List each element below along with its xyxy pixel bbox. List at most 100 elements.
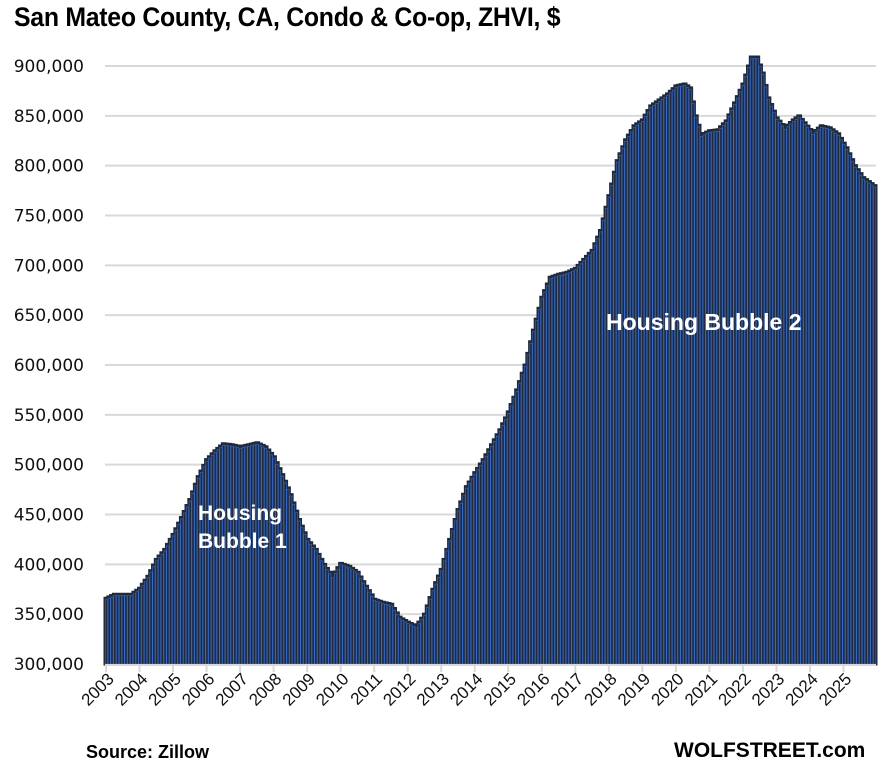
x-tick-label: 2017 (547, 669, 587, 709)
bar (149, 571, 153, 665)
bar (699, 135, 703, 665)
bar (498, 430, 502, 665)
y-tick-label: 900,000 (14, 57, 84, 77)
bar (861, 178, 865, 665)
x-tick-label: 2005 (145, 669, 185, 709)
bar (786, 126, 790, 665)
bar (286, 489, 290, 665)
bar (194, 485, 198, 665)
bar (493, 440, 497, 665)
bar (135, 591, 139, 665)
bar (549, 278, 553, 665)
bar (602, 220, 606, 665)
bar (258, 445, 262, 665)
bar (736, 97, 740, 665)
bar (403, 621, 407, 665)
bar (389, 605, 393, 665)
bar (535, 320, 539, 665)
bar (834, 132, 837, 665)
y-tick-label: 400,000 (14, 555, 84, 575)
bar (445, 550, 449, 665)
bar (543, 291, 547, 665)
bar (350, 569, 354, 665)
bar (604, 208, 608, 665)
brand-watermark: WOLFSTREET.com (674, 739, 866, 762)
x-tick-label: 2009 (279, 669, 319, 709)
bar (811, 133, 815, 665)
bar (563, 274, 566, 665)
x-tick-label: 2016 (513, 669, 553, 709)
bar (345, 566, 349, 665)
bar (104, 599, 108, 665)
bar (582, 260, 586, 665)
bar (828, 128, 832, 665)
bar (630, 131, 634, 665)
bar (462, 495, 466, 665)
bar (320, 560, 323, 665)
bar (817, 129, 821, 665)
bar (124, 595, 128, 665)
bar (753, 58, 756, 665)
bar (658, 101, 661, 665)
bar (205, 460, 209, 665)
bar (311, 547, 315, 665)
bar (303, 533, 307, 665)
bar (353, 571, 357, 665)
bar (138, 589, 142, 665)
bar (171, 535, 175, 665)
x-tick-label: 2010 (312, 669, 352, 709)
bar (554, 276, 558, 665)
bar (188, 500, 192, 665)
bar (384, 604, 388, 665)
bar (685, 87, 689, 665)
bar (431, 590, 435, 665)
bar (451, 530, 455, 665)
annotations: Housing Bubble 1 Housing Bubble 2 (198, 309, 802, 553)
bar (473, 473, 477, 665)
bar (261, 446, 265, 665)
bar (272, 457, 276, 665)
bar (233, 446, 237, 665)
bar (565, 273, 569, 665)
x-tick-label: 2013 (413, 669, 453, 709)
bar (859, 174, 863, 665)
bar (521, 374, 525, 665)
y-tick-label: 350,000 (14, 605, 84, 625)
bar (691, 103, 695, 665)
bar (239, 447, 242, 665)
bar (152, 566, 156, 665)
bar (839, 139, 843, 665)
bar (160, 553, 164, 665)
bar (166, 545, 170, 665)
bar (856, 170, 860, 665)
bar (672, 89, 675, 665)
bar-series (103, 55, 878, 666)
bar (334, 573, 337, 665)
bar (191, 493, 195, 665)
bar (490, 445, 494, 665)
bar (381, 603, 385, 665)
bar (255, 443, 259, 665)
source-note: Source: Zillow (86, 742, 210, 762)
bar (297, 520, 301, 665)
y-tick-label: 600,000 (14, 356, 84, 376)
y-tick-label: 450,000 (14, 506, 84, 526)
bar (532, 331, 536, 665)
bar (395, 614, 399, 665)
bar (185, 506, 189, 665)
x-tick-label: 2015 (480, 669, 520, 709)
bar (110, 596, 114, 665)
bar (806, 127, 810, 665)
bar (864, 180, 868, 665)
bar (778, 122, 782, 665)
bar (322, 565, 326, 665)
bar (537, 309, 541, 665)
bar (253, 444, 256, 665)
bar (440, 570, 444, 665)
bar (560, 274, 564, 665)
bar (434, 583, 438, 665)
bar (716, 130, 720, 665)
bar (635, 125, 639, 665)
bar (183, 512, 187, 665)
bar (618, 154, 622, 665)
